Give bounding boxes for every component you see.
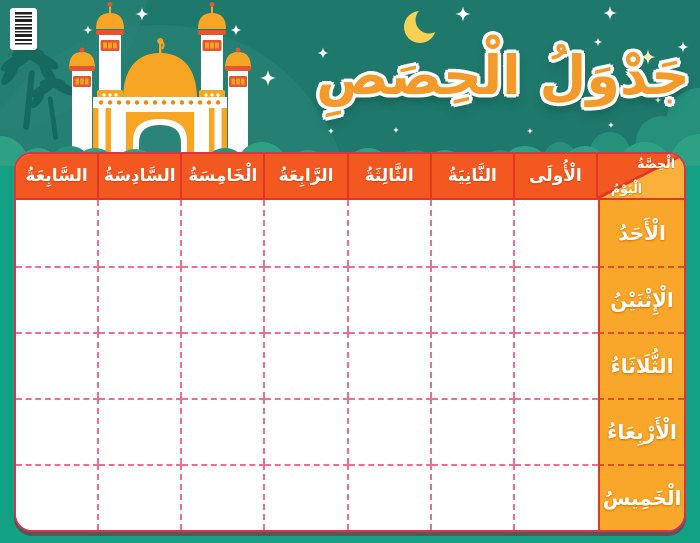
schedule-cell bbox=[16, 398, 100, 464]
crescent-moon-icon bbox=[404, 6, 443, 43]
schedule-cell bbox=[348, 398, 432, 464]
schedule-cell bbox=[182, 200, 266, 266]
day-header-sunday: الْأَحَدُ bbox=[598, 200, 684, 266]
palm-tree-icon bbox=[30, 78, 77, 140]
period-header-7: السَّابِعَةُ bbox=[16, 154, 100, 200]
schedule-cell bbox=[514, 332, 598, 398]
minaret bbox=[225, 47, 251, 166]
period-header-4: الرَّابِعَةُ bbox=[265, 154, 349, 200]
day-header-tuesday: الثُّلَاثَاءُ bbox=[598, 332, 684, 398]
schedule-cell bbox=[348, 332, 432, 398]
period-header-1: الْأُولَى bbox=[514, 154, 598, 200]
schedule-cell bbox=[348, 464, 432, 530]
corner-period-label: الْحِصَّةُ bbox=[637, 156, 675, 171]
schedule-cell bbox=[514, 398, 598, 464]
schedule-cell bbox=[99, 266, 183, 332]
schedule-cell bbox=[99, 398, 183, 464]
schedule-cell bbox=[431, 200, 515, 266]
schedule-cell bbox=[16, 200, 100, 266]
banner: جَدْوَلُ الْحِصَصِ bbox=[0, 0, 700, 166]
minaret bbox=[69, 47, 95, 166]
schedule-cell bbox=[182, 332, 266, 398]
schedule-cell bbox=[431, 398, 515, 464]
schedule-cell bbox=[265, 266, 349, 332]
star-icons bbox=[83, 6, 689, 135]
schedule-cell bbox=[431, 332, 515, 398]
schedule-cell bbox=[99, 464, 183, 530]
day-header-wednesday: الْأَرْبِعَاءُ bbox=[598, 398, 684, 464]
schedule-cell bbox=[348, 266, 432, 332]
schedule-cell bbox=[431, 464, 515, 530]
schedule-cell bbox=[182, 398, 266, 464]
schedule-cell bbox=[431, 266, 515, 332]
schedule-cell bbox=[16, 464, 100, 530]
schedule-cell bbox=[16, 266, 100, 332]
barcode bbox=[10, 8, 37, 50]
corner-day-label: الْيَوْمُ bbox=[611, 181, 643, 196]
page-title: جَدْوَلُ الْحِصَصِ bbox=[316, 44, 690, 107]
period-header-2: الثَّانِيَةُ bbox=[431, 154, 515, 200]
period-header-6: السَّادِسَةُ bbox=[99, 154, 183, 200]
schedule-cell bbox=[514, 464, 598, 530]
schedule-cell bbox=[182, 266, 266, 332]
corner-cell: الْحِصَّةُ الْيَوْمُ bbox=[598, 154, 684, 200]
schedule-cell bbox=[16, 332, 100, 398]
schedule-cell bbox=[348, 200, 432, 266]
day-header-thursday: الْخَمِيسُ bbox=[598, 464, 684, 530]
schedule-cell bbox=[514, 266, 598, 332]
schedule-cell bbox=[265, 398, 349, 464]
schedule-cell bbox=[99, 200, 183, 266]
period-header-5: الْخَامِسَةُ bbox=[182, 154, 266, 200]
schedule-cell bbox=[514, 200, 598, 266]
schedule-cell bbox=[99, 332, 183, 398]
schedule-cell bbox=[265, 200, 349, 266]
schedule-table: الْحِصَّةُ الْيَوْمُ الْأُولَى الثَّانِي… bbox=[14, 152, 686, 532]
schedule-grid: الْحِصَّةُ الْيَوْمُ الْأُولَى الثَّانِي… bbox=[16, 154, 684, 530]
schedule-cell bbox=[265, 464, 349, 530]
period-header-3: الثَّالِثَةُ bbox=[348, 154, 432, 200]
schedule-cell bbox=[182, 464, 266, 530]
day-header-monday: الْإِثْنَيْنُ bbox=[598, 266, 684, 332]
schedule-cell bbox=[265, 332, 349, 398]
